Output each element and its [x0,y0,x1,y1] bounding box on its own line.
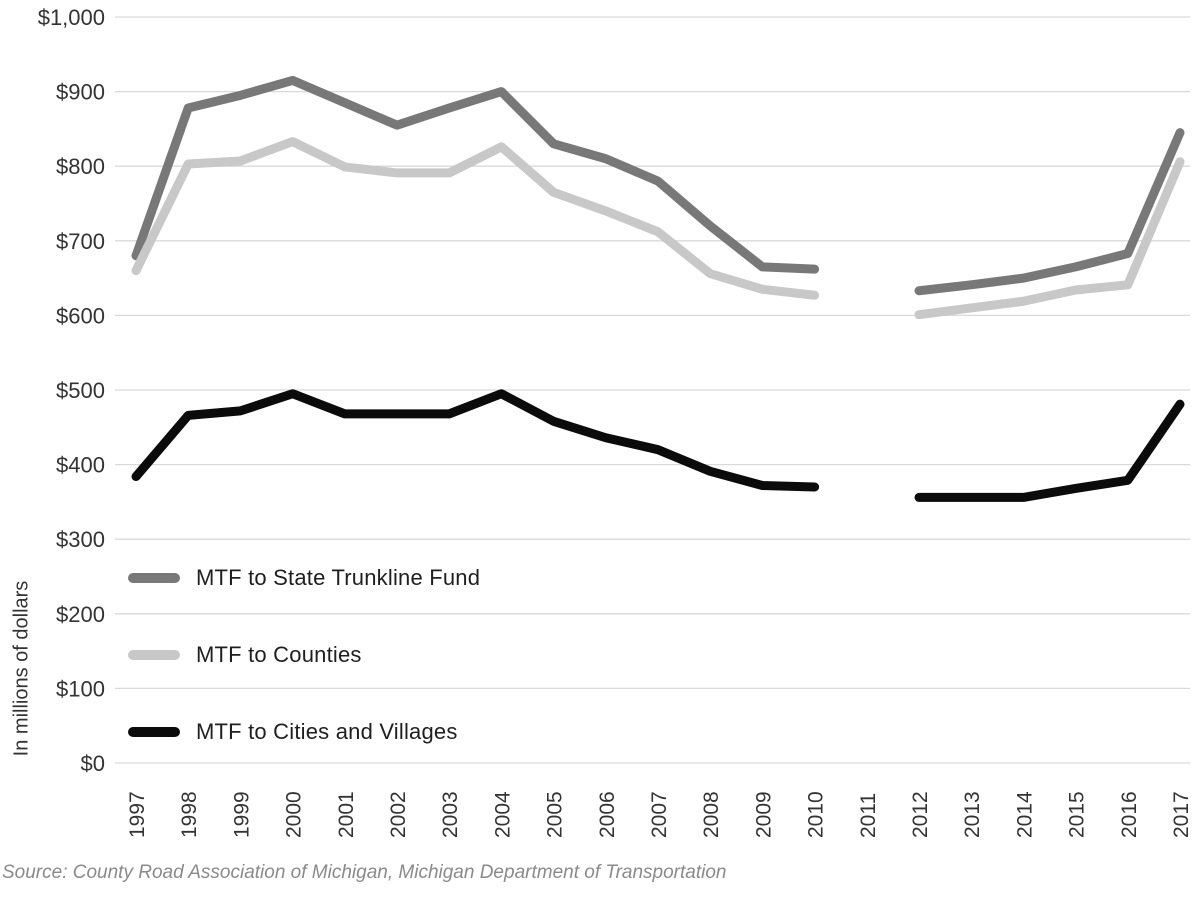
x-tick-label: 2013 [961,791,984,838]
source-note: Source: County Road Association of Michi… [2,862,727,883]
x-tick-label: 1999 [230,791,253,838]
y-tick-label: $300 [56,527,105,552]
x-tick-label: 2010 [805,791,828,838]
series-line-0 [131,75,820,274]
x-tick-label: 2000 [283,791,306,838]
legend-label-state-trunkline: MTF to State Trunkline Fund [196,565,481,590]
y-tick-label: $900 [56,80,105,105]
y-tick-label: $0 [81,751,105,776]
x-tick-label: 2014 [1013,791,1036,838]
x-tick-label: 2009 [752,791,775,838]
legend-label-counties: MTF to Counties [196,642,362,667]
x-tick-label: 1998 [178,791,201,838]
y-axis-tick-labels: $1,000 $900 $800 $700 $600 $500 $400 $300 $200 $1… [38,5,105,776]
x-tick-label: 2007 [648,791,671,838]
x-tick-label: 2015 [1066,791,1089,838]
x-tick-label: 2003 [439,791,462,838]
series-line-1 [131,137,820,300]
legend-swatch-state-trunkline-icon [128,573,180,583]
legend-item-state-trunkline: MTF to State Trunkline Fund [128,565,480,591]
x-tick-label: 2011 [857,793,880,838]
line-chart-canvas: $1,000 $900 $800 $700 $600 $500 $400 $300 $200 $1… [38,5,1193,838]
x-tick-label: 2008 [700,791,723,838]
series-line-2 [131,389,820,492]
x-tick-label: 2016 [1118,791,1141,838]
series-line-2 [914,399,1185,502]
legend-item-cities-villages: MTF to Cities and Villages [128,719,458,745]
x-tick-label: 2001 [335,791,358,838]
y-tick-label: $1,000 [38,5,105,30]
y-tick-label: $500 [56,378,105,403]
legend-label-cities-villages: MTF to Cities and Villages [196,719,458,744]
x-tick-label: 2005 [544,791,567,838]
legend-item-counties: MTF to Counties [128,642,362,668]
y-tick-label: $800 [56,154,105,179]
x-tick-label: 2002 [387,791,410,838]
x-tick-label: 2004 [491,791,514,838]
y-tick-label: $200 [56,602,105,627]
y-tick-label: $100 [56,676,105,701]
x-tick-label: 2006 [596,791,619,838]
x-tick-label: 2012 [909,791,932,838]
y-tick-label: $700 [56,229,105,254]
x-tick-label: 1997 [126,791,149,838]
x-tick-label: 2017 [1170,791,1193,838]
series-line-1 [914,157,1185,320]
y-tick-label: $600 [56,303,105,328]
y-axis-title: In millions of dollars [10,580,33,757]
legend-swatch-counties-icon [128,650,180,660]
legend-swatch-cities-villages-icon [128,727,180,737]
x-axis-tick-labels: 1997 1998 1999 2000 2001 2002 2003 2004 2005 2006… [126,791,1193,838]
series-line-0 [914,128,1185,296]
y-tick-label: $400 [56,453,105,478]
